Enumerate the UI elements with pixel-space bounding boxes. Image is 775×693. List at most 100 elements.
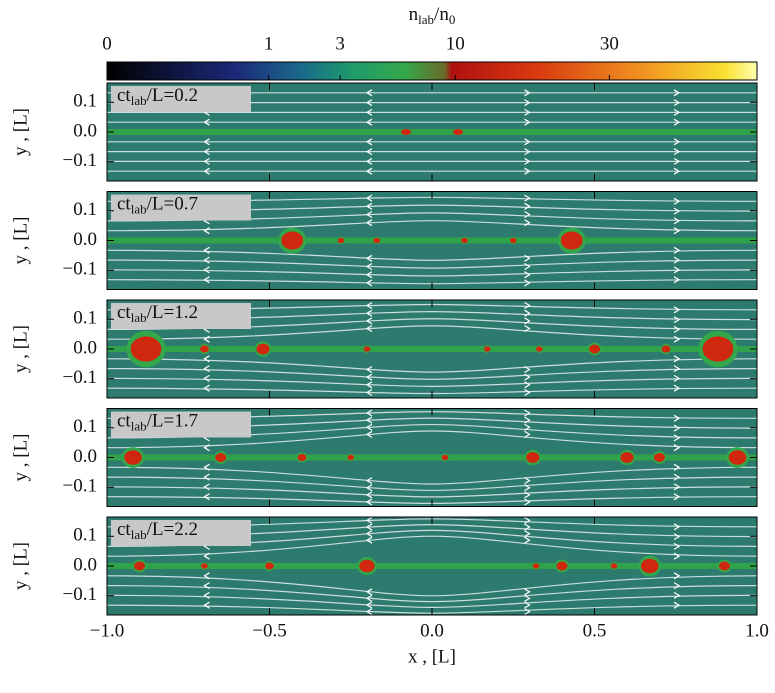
panel-label: ctlab/L=1.7: [117, 411, 198, 434]
streamline-arrow: [673, 99, 681, 107]
streamline-arrow: [524, 219, 531, 227]
density-blob: [461, 237, 468, 244]
y-tick-label: −0.1: [63, 367, 97, 388]
streamline-arrow: [203, 463, 210, 471]
streamline: [106, 368, 758, 380]
streamline-arrow: [524, 118, 531, 126]
streamline: [106, 325, 758, 340]
streamline-arrow: [203, 493, 210, 501]
density-blob: [483, 346, 491, 352]
subscript: lab: [131, 93, 147, 108]
density-blob: [560, 231, 583, 250]
streamline: [106, 430, 758, 449]
density-blob: [215, 453, 227, 462]
streamline-arrow: [365, 302, 373, 310]
density-blob: [702, 336, 734, 362]
density-blob: [535, 346, 543, 352]
streamline-arrow: [524, 279, 531, 287]
x-tick-label: −0.5: [252, 620, 286, 641]
panel-label-box: [111, 194, 251, 221]
streamline: [106, 377, 758, 388]
streamline-arrow: [365, 588, 373, 596]
streamline-arrow: [673, 552, 681, 560]
streamline-arrow: [673, 424, 681, 432]
streamline: [106, 575, 758, 597]
streamline-arrow: [524, 309, 531, 317]
panel-label: ctlab/L=0.2: [117, 85, 198, 108]
y-tick-label: 0.0: [73, 120, 97, 141]
y-tick-label: 0.1: [73, 416, 97, 437]
panel-label-box: [111, 520, 251, 546]
streamline-arrow: [673, 148, 681, 156]
y-tick-label: 0.0: [73, 337, 97, 358]
streamline-arrow: [524, 381, 531, 389]
subscript: 0: [449, 12, 456, 27]
colorbar-title: nlab/n0: [409, 4, 456, 27]
streamline-arrow: [203, 157, 210, 165]
streamline-arrow: [203, 384, 210, 392]
streamline-arrow: [524, 271, 531, 279]
streamline-arrow: [365, 219, 373, 227]
streamline-arrow: [203, 552, 210, 560]
streamline-arrow: [673, 582, 681, 590]
streamline-arrow: [524, 194, 531, 202]
streamline-arrow: [365, 325, 373, 333]
streamline-arrow: [203, 246, 210, 254]
streamline: [106, 358, 758, 373]
text-part: ct: [117, 194, 131, 215]
streamline-arrow: [365, 530, 373, 538]
subscript: lab: [131, 418, 147, 433]
streamline-arrow: [365, 430, 373, 438]
density-blob: [661, 345, 671, 353]
streamline-arrow: [524, 365, 531, 373]
streamline-arrow: [524, 373, 531, 381]
y-tick-label: −0.1: [63, 150, 97, 171]
text-part: /L=1.2: [147, 302, 198, 323]
density-blob: [201, 563, 208, 569]
streamline-arrow: [203, 483, 210, 491]
density-blob: [359, 559, 375, 573]
streamline-arrow: [673, 217, 681, 225]
streamline-arrow: [524, 138, 531, 146]
density-blob: [610, 563, 618, 569]
density-blob: [363, 346, 371, 352]
streamline-arrow: [203, 167, 210, 175]
streamline-arrow: [365, 416, 373, 424]
streamline-arrow: [673, 167, 681, 175]
streamline-arrow: [203, 118, 210, 126]
streamline-arrow: [524, 317, 531, 325]
streamline-arrow: [524, 484, 531, 492]
streamline-arrow: [365, 409, 373, 417]
streamline-arrow: [524, 516, 531, 524]
streamline-arrow: [673, 138, 681, 146]
central-band: [107, 129, 757, 135]
streamline-arrow: [673, 325, 681, 333]
streamline-arrow: [365, 108, 373, 116]
density-blob: [654, 453, 665, 462]
streamline-arrow: [365, 271, 373, 279]
density-blob: [719, 561, 730, 571]
streamline-arrow: [365, 148, 373, 156]
streamline: [106, 220, 758, 232]
streamline: [106, 269, 758, 277]
text-part: /L=2.2: [147, 519, 198, 540]
panel-label: ctlab/L=1.2: [117, 302, 198, 325]
text-part: ct: [117, 85, 131, 106]
streamline-arrow: [365, 138, 373, 146]
y-tick-label: 0.1: [73, 525, 97, 546]
streamline-arrow: [673, 463, 681, 471]
panel-label-box: [111, 86, 251, 112]
colorbar-tick-label: 10: [446, 33, 465, 54]
streamline-arrow: [365, 388, 373, 396]
y-tick-label: 0.1: [73, 91, 97, 112]
streamline-arrow: [673, 256, 681, 264]
streamline-arrow: [365, 491, 373, 499]
text-part: ct: [117, 302, 131, 323]
streamline-arrow: [203, 276, 210, 284]
streamline-arrow: [673, 523, 681, 531]
streamline-arrow: [365, 254, 373, 262]
streamline-arrow: [524, 167, 531, 175]
streamline-arrow: [673, 227, 681, 235]
density-blob: [134, 561, 145, 571]
streamline-arrow: [365, 484, 373, 492]
